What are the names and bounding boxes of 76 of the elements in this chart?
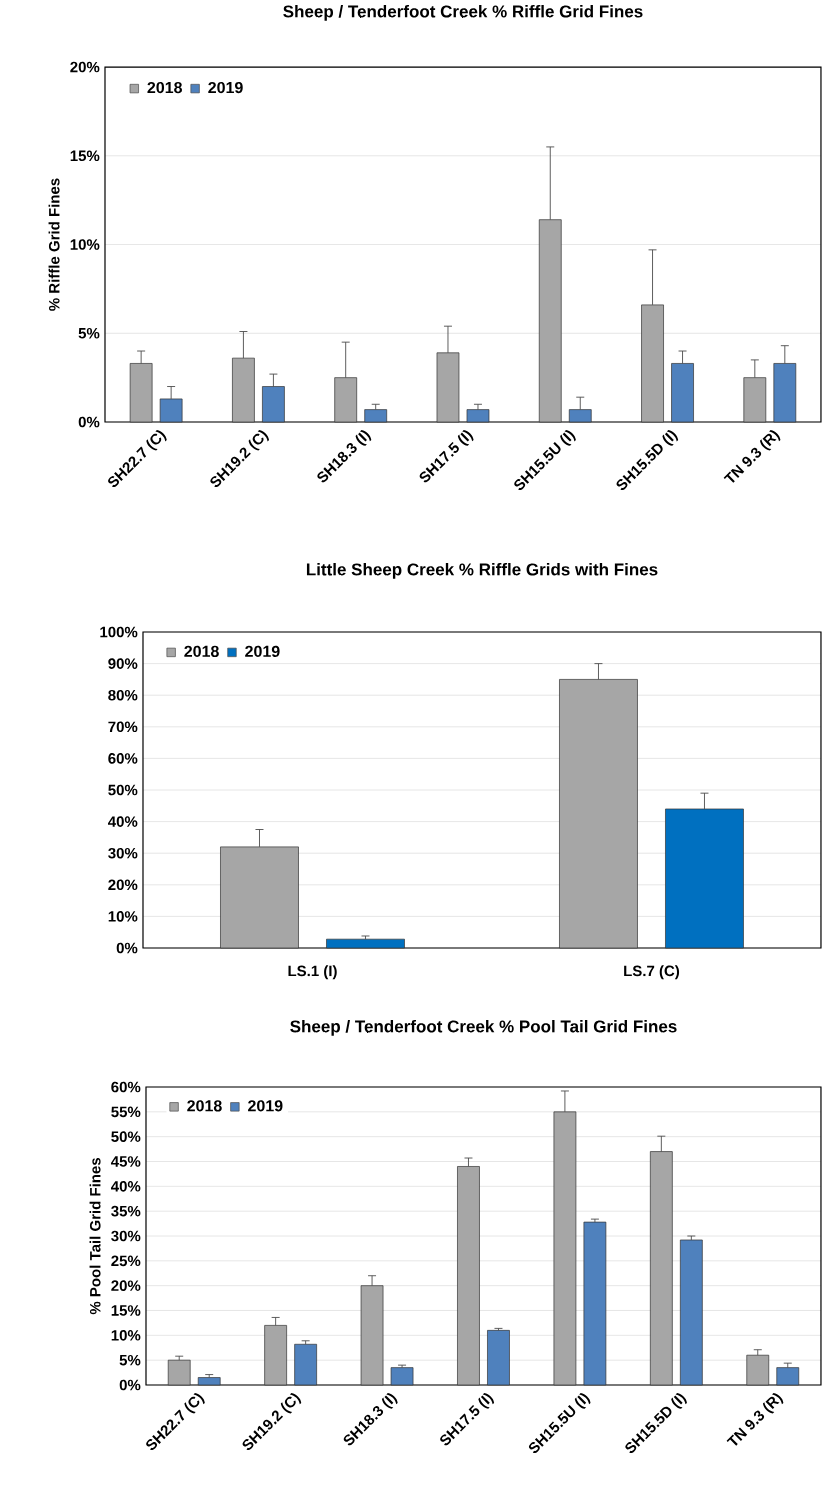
y-tick-label: 15% <box>111 1305 141 1316</box>
y-tick-label: 50% <box>111 1131 141 1142</box>
y-tick-label: 20% <box>111 1280 141 1291</box>
bar <box>159 398 183 423</box>
y-tick-label: 15% <box>70 150 100 162</box>
y-tick-label: 30% <box>108 847 138 859</box>
legend-label: 2019 <box>208 81 243 94</box>
y-tick-label: 0% <box>119 1379 141 1391</box>
y-tick-label: 40% <box>108 816 138 827</box>
bar <box>559 679 638 949</box>
x-tick-label: TN 9.3 (R) <box>726 1393 784 1446</box>
bar <box>776 1367 800 1386</box>
bar <box>129 363 153 423</box>
bar <box>167 1359 191 1386</box>
bar <box>487 1330 510 1386</box>
y-axis-title: % Pool Tail Grid Fines <box>89 1157 101 1315</box>
bar <box>457 1166 480 1386</box>
bar <box>262 386 285 423</box>
bar <box>671 363 694 423</box>
legend-label: 2018 <box>187 1100 222 1112</box>
y-axis-title: % Riffle Grid Fines <box>48 178 60 311</box>
legend-label: 2018 <box>147 81 183 94</box>
y-tick-label: 80% <box>108 689 138 701</box>
chart-title: Sheep / Tenderfoot Creek % Pool Tail Grid Fines <box>290 1019 677 1036</box>
bar <box>773 363 797 423</box>
x-tick-label: LS.1 (I) <box>288 965 337 980</box>
bar <box>538 219 562 423</box>
bar <box>294 1343 317 1386</box>
y-tick-label: 45% <box>111 1156 141 1167</box>
bar <box>746 1354 770 1386</box>
bar <box>220 846 299 949</box>
chart-title: Little Sheep Creek % Riffle Grids with Fines <box>306 562 658 579</box>
y-tick-label: 55% <box>111 1106 141 1118</box>
y-tick-label: 10% <box>108 911 138 922</box>
x-tick-label: TN 9.3 (R) <box>723 430 781 483</box>
y-tick-label: 10% <box>111 1330 141 1341</box>
y-tick-label: 20% <box>108 879 138 891</box>
y-tick-label: 70% <box>108 721 138 733</box>
y-tick-label: 5% <box>119 1354 141 1366</box>
bar <box>665 808 744 949</box>
bar <box>364 409 388 423</box>
chart-title: Sheep / Tenderfoot Creek % Riffle Grid Fines <box>283 5 643 21</box>
bar <box>264 1325 287 1386</box>
y-tick-label: 20% <box>70 61 100 73</box>
bar <box>568 409 592 423</box>
bar <box>197 1377 221 1386</box>
y-tick-label: 10% <box>70 239 100 250</box>
bar <box>466 409 490 423</box>
y-tick-label: 0% <box>116 942 138 954</box>
bar <box>650 1151 673 1386</box>
bar <box>436 352 460 423</box>
legend-label: 2018 <box>184 645 219 658</box>
y-tick-label: 60% <box>111 1081 141 1093</box>
bar <box>583 1221 607 1386</box>
bar <box>360 1285 384 1386</box>
bar <box>641 304 664 423</box>
legend-label: 2019 <box>248 1100 283 1112</box>
bar <box>680 1239 703 1386</box>
y-tick-label: 25% <box>111 1255 141 1267</box>
y-tick-label: 40% <box>111 1181 141 1192</box>
y-tick-label: 90% <box>108 658 138 669</box>
bar <box>743 377 767 423</box>
bar <box>326 938 405 949</box>
y-tick-label: 60% <box>108 753 138 764</box>
y-tick-label: 30% <box>111 1230 141 1242</box>
bar <box>553 1111 577 1386</box>
y-tick-label: 50% <box>108 784 138 796</box>
x-tick-label: LS.7 (C) <box>624 965 680 980</box>
y-tick-label: 0% <box>78 416 100 428</box>
bar <box>334 377 358 423</box>
bar <box>390 1367 414 1386</box>
y-tick-label: 5% <box>78 327 100 339</box>
legend-label: 2019 <box>245 645 280 658</box>
y-tick-label: 35% <box>111 1205 141 1217</box>
bar <box>232 357 255 423</box>
y-tick-label: 100% <box>100 626 138 638</box>
